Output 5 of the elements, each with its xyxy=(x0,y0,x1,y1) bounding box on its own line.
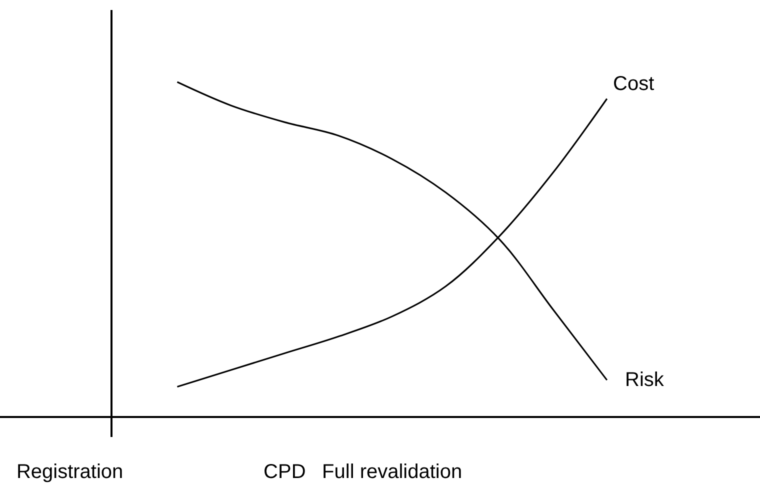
series-label: Cost xyxy=(613,73,655,95)
series-label: Risk xyxy=(625,369,665,391)
x-tick-label: Registration xyxy=(16,461,124,483)
x-tick-label: Full revalidation xyxy=(322,461,462,483)
x-tick-label: CPD xyxy=(264,461,306,483)
